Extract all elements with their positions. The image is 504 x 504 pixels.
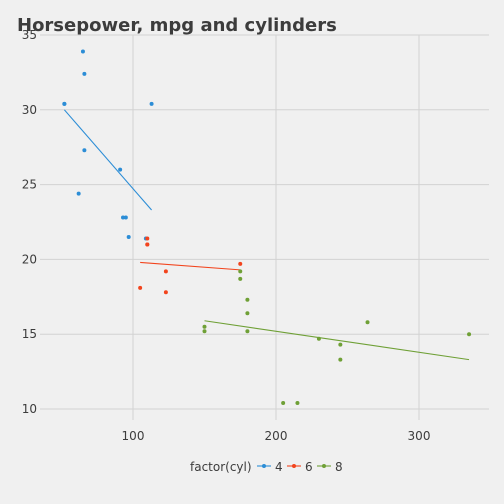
- point-4: [126, 234, 131, 239]
- point-6: [145, 242, 150, 247]
- fit-line-6: [140, 261, 241, 271]
- chart-title: Horsepower, mpg and cylinders: [17, 15, 337, 36]
- legend-key-point-8: [322, 464, 326, 468]
- point-4: [76, 191, 81, 196]
- x-tick-label: 200: [265, 429, 288, 443]
- point-8: [245, 329, 250, 334]
- legend-key-point-4: [262, 464, 266, 468]
- y-tick-label: 15: [22, 327, 37, 341]
- point-8: [245, 311, 250, 316]
- y-tick-label: 35: [22, 28, 37, 42]
- y-tick-label: 25: [22, 178, 37, 192]
- data-points: [62, 49, 472, 406]
- point-8: [238, 269, 243, 274]
- point-6: [163, 290, 168, 295]
- point-8: [365, 320, 370, 325]
- point-8: [202, 329, 207, 334]
- point-6: [163, 269, 168, 274]
- legend: factor(cyl) 4 6 8: [190, 460, 343, 474]
- legend-label-6: 6: [305, 460, 313, 474]
- y-tick-label: 10: [22, 402, 37, 416]
- y-tick-label: 20: [22, 252, 37, 266]
- legend-key-point-6: [292, 464, 296, 468]
- point-4: [118, 167, 123, 172]
- point-4: [123, 215, 128, 220]
- point-8: [295, 401, 300, 406]
- legend-title: factor(cyl): [190, 460, 252, 474]
- x-tick-label: 300: [408, 429, 431, 443]
- fit-lines: [63, 109, 470, 361]
- point-8: [316, 336, 321, 341]
- fit-line-4: [63, 109, 153, 211]
- point-4: [120, 215, 125, 220]
- point-8: [202, 324, 207, 329]
- point-4: [82, 71, 87, 76]
- tick-labels: 10 15 20 25 30 35 100 200 300: [22, 28, 431, 443]
- point-4: [82, 148, 87, 153]
- legend-label-8: 8: [335, 460, 343, 474]
- point-4: [80, 49, 85, 54]
- point-4: [149, 101, 154, 106]
- y-tick-label: 30: [22, 103, 37, 117]
- point-6: [145, 236, 150, 241]
- grid: [40, 34, 489, 420]
- point-6: [138, 285, 143, 290]
- point-8: [338, 357, 343, 362]
- point-8: [245, 297, 250, 302]
- point-8: [281, 401, 286, 406]
- x-tick-label: 100: [122, 429, 145, 443]
- point-6: [238, 261, 243, 266]
- legend-label-4: 4: [275, 460, 283, 474]
- point-8: [338, 342, 343, 347]
- point-8: [467, 332, 472, 337]
- point-4: [62, 101, 67, 106]
- fit-line-8: [204, 320, 470, 361]
- point-8: [238, 276, 243, 281]
